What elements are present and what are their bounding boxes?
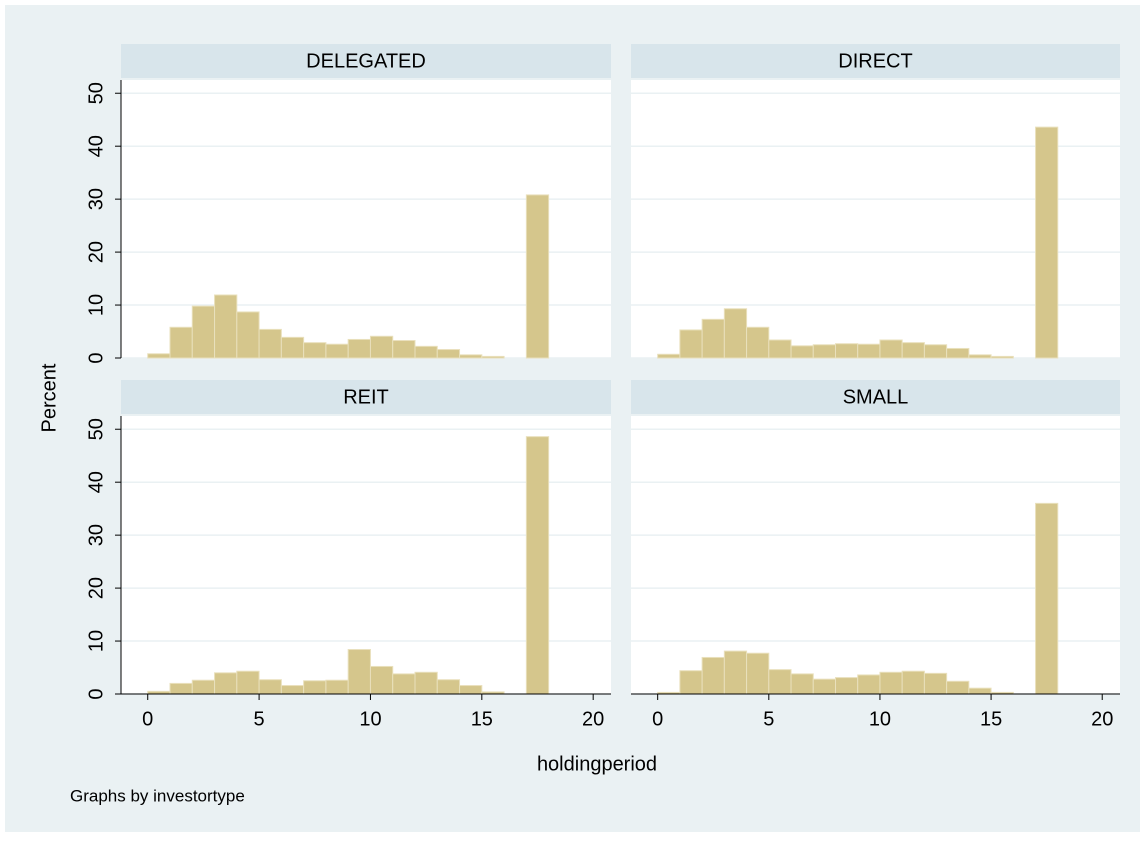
bar: [1035, 502, 1059, 695]
bar: [214, 672, 238, 695]
y-tick-label: 40: [85, 471, 107, 493]
bar: [392, 340, 416, 359]
bar: [392, 673, 416, 695]
bar: [280, 685, 305, 695]
bar: [923, 344, 948, 359]
bar: [459, 354, 483, 359]
bar: [901, 670, 925, 695]
bar: [525, 436, 550, 695]
bar: [325, 343, 349, 359]
y-tick-label: 50: [85, 418, 107, 440]
panel-header: [631, 44, 1120, 78]
panel-header: [121, 44, 611, 78]
panel-title: SMALL: [843, 386, 909, 408]
bar: [414, 671, 438, 695]
bar: [834, 677, 859, 695]
bar: [879, 671, 903, 695]
bar: [236, 311, 260, 359]
x-tick-label: 5: [254, 708, 265, 730]
x-tick-label: 15: [471, 708, 493, 730]
y-tick-label: 20: [85, 241, 107, 263]
y-tick-label: 50: [85, 82, 107, 104]
bar: [191, 305, 216, 359]
bar: [746, 326, 770, 359]
bar: [191, 679, 216, 695]
bar: [369, 335, 394, 359]
bar: [347, 649, 371, 695]
bar: [812, 344, 836, 359]
y-tick-label: 30: [85, 188, 107, 210]
y-tick-label: 20: [85, 577, 107, 599]
x-tick-label: 20: [582, 708, 604, 730]
x-tick-label: 5: [763, 708, 774, 730]
bar: [258, 679, 282, 695]
bar: [236, 670, 260, 695]
panel-title: DELEGATED: [306, 50, 426, 72]
bar: [657, 353, 681, 359]
x-axis-title: holdingperiod: [537, 753, 657, 775]
y-tick-label: 10: [85, 630, 107, 652]
bar: [968, 687, 992, 695]
bar: [303, 680, 327, 695]
bar: [169, 682, 193, 695]
y-tick-label: 30: [85, 524, 107, 546]
panel-title: DIRECT: [838, 50, 912, 72]
bar: [303, 342, 327, 359]
bar: [990, 355, 1014, 359]
bar: [857, 674, 881, 695]
bar: [280, 336, 305, 359]
x-tick-label: 20: [1091, 708, 1113, 730]
bar: [525, 194, 550, 359]
bar: [701, 318, 725, 359]
x-tick-label: 10: [359, 708, 381, 730]
bar: [768, 339, 792, 359]
bar: [414, 345, 438, 359]
panel-header: [631, 380, 1120, 414]
bar: [746, 652, 770, 695]
bar: [923, 672, 948, 695]
y-axis-title: Percent: [38, 363, 60, 432]
bar: [436, 349, 461, 359]
y-tick-label: 0: [85, 688, 107, 699]
bar: [901, 342, 925, 359]
y-tick-label: 40: [85, 135, 107, 157]
bar: [701, 656, 725, 695]
panel-title: REIT: [343, 386, 389, 408]
y-tick-label: 0: [85, 352, 107, 363]
bar: [147, 353, 171, 359]
bar: [857, 343, 881, 359]
panel-header: [121, 380, 611, 414]
bar: [723, 308, 748, 359]
x-tick-label: 0: [652, 708, 663, 730]
bar: [214, 294, 238, 359]
bar: [768, 669, 792, 695]
note: Graphs by investortype: [70, 786, 245, 805]
bar: [1035, 126, 1059, 359]
bar: [812, 678, 836, 695]
x-tick-label: 0: [142, 708, 153, 730]
bar: [679, 670, 703, 695]
bar: [481, 355, 505, 359]
bar: [834, 343, 859, 359]
bar: [723, 650, 748, 695]
bar: [347, 338, 371, 359]
bar: [436, 679, 461, 695]
bar: [679, 329, 703, 359]
y-tick-label: 10: [85, 294, 107, 316]
bar: [790, 673, 814, 695]
bar: [879, 339, 903, 359]
bar: [790, 345, 814, 359]
bar: [968, 354, 992, 359]
bar: [169, 326, 193, 359]
bar: [946, 680, 970, 695]
bar: [369, 665, 394, 695]
bar: [325, 679, 349, 695]
x-tick-label: 10: [869, 708, 891, 730]
x-tick-label: 15: [980, 708, 1002, 730]
bar: [459, 685, 483, 695]
bar: [258, 328, 282, 359]
bar: [946, 347, 970, 359]
